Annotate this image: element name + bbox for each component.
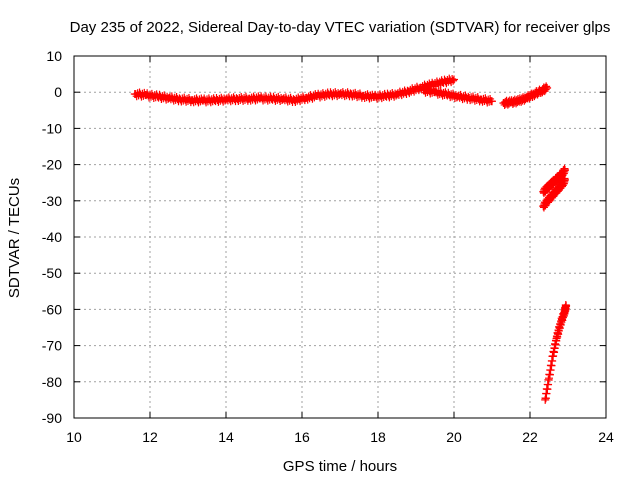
x-tick-label: 16 xyxy=(294,429,310,445)
y-tick-label: -60 xyxy=(42,301,62,317)
data-layer xyxy=(130,74,571,404)
x-tick-label: 18 xyxy=(370,429,386,445)
series-upper-segment xyxy=(539,164,569,198)
data-point-marker xyxy=(488,97,496,106)
y-tick-label: -10 xyxy=(42,120,62,136)
x-tick-label: 22 xyxy=(522,429,538,445)
data-point-marker xyxy=(449,76,458,85)
series-main-band xyxy=(130,74,458,107)
series-late-band xyxy=(499,82,552,109)
y-axis-title: SDTVAR / TECUs xyxy=(6,178,23,298)
chart-title: Day 235 of 2022, Sidereal Day-to-day VTE… xyxy=(70,19,611,36)
x-tick-label: 12 xyxy=(142,429,158,445)
data-point-marker xyxy=(543,83,552,92)
x-tick-label: 10 xyxy=(66,429,82,445)
y-tick-label: -50 xyxy=(42,265,62,281)
data-point-marker xyxy=(560,175,569,184)
series-descending-band xyxy=(419,85,496,107)
series-steep-descent xyxy=(541,300,571,404)
y-tick-label: -80 xyxy=(42,374,62,390)
y-tick-label: 10 xyxy=(46,48,62,64)
y-tick-label: -90 xyxy=(42,410,62,426)
y-tick-label: -30 xyxy=(42,193,62,209)
grid-layer xyxy=(74,56,606,418)
y-tick-label: -20 xyxy=(42,157,62,173)
series-lower-segment xyxy=(539,174,569,212)
y-tick-label: 0 xyxy=(54,84,62,100)
y-tick-label: -70 xyxy=(42,338,62,354)
data-point-marker xyxy=(560,166,569,175)
data-point-marker xyxy=(562,301,571,310)
x-tick-label: 14 xyxy=(218,429,234,445)
y-tick-label: -40 xyxy=(42,229,62,245)
x-axis-title: GPS time / hours xyxy=(283,458,397,475)
tick-layer: 10 12 14 16 18 20 22 24 10 0 -10 -20 -30 -40 -50 -60 -70… xyxy=(42,48,614,445)
data-point-marker xyxy=(450,75,458,84)
x-tick-label: 24 xyxy=(598,429,614,445)
x-tick-label: 20 xyxy=(446,429,462,445)
